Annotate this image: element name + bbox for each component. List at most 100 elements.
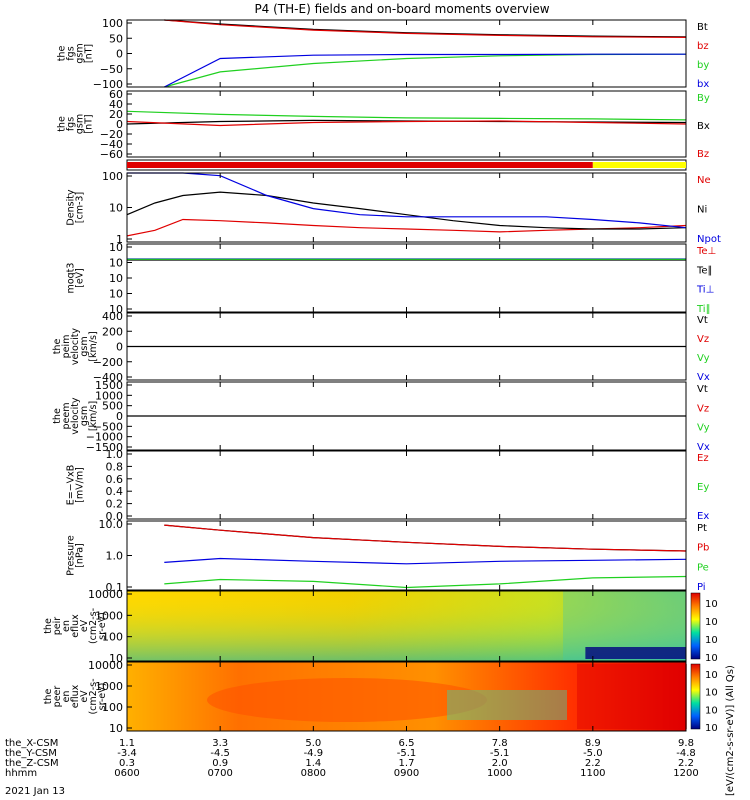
ylabel: [eV] <box>75 268 86 288</box>
ytick-label: 10 <box>109 241 123 254</box>
legend-Npot: Npot <box>697 234 721 245</box>
ylabel: [km/s] <box>88 331 99 361</box>
ylabel: gsm <box>75 43 86 63</box>
ytick-label: 10 <box>109 257 123 270</box>
legend-bx: bx <box>697 79 709 90</box>
ytick-label: 60 <box>109 88 123 101</box>
ytick-label: 10 <box>109 202 123 215</box>
ytick-label: 1 <box>116 233 123 246</box>
ytick-label: 20 <box>109 108 123 121</box>
ytick-label: 10 <box>109 652 123 665</box>
legend-Pb: Pb <box>697 543 709 554</box>
ylabel: the <box>57 116 68 132</box>
ylabel: en <box>61 620 72 632</box>
ylabel: Density <box>66 189 77 225</box>
ylabel: fgs <box>66 46 77 60</box>
ytick-label: 10 <box>109 288 123 301</box>
ylabel: peer <box>52 686 63 708</box>
ytick-label: 1.0 <box>106 448 124 461</box>
ytick-label: 1000 <box>95 609 123 622</box>
legend-Vt: Vt <box>697 384 708 395</box>
legend-Bz: Bz <box>697 149 709 160</box>
colorbar-tick: 10 <box>705 653 718 664</box>
panel-peer_en: 10 10 10 10 10000 1000 100 10 thepeerenefluxeV(c… <box>43 659 718 735</box>
ylabel: fgs <box>66 117 77 131</box>
ytick-label: 0 <box>116 118 123 131</box>
ytick-label: −200 <box>93 356 123 369</box>
orbit-value: 2.2 <box>678 758 694 769</box>
ylabel: gsm <box>75 114 86 134</box>
orbit-value: 6.5 <box>399 738 415 749</box>
ytick-label: −60 <box>100 148 123 161</box>
plot-title: P4 (TH-E) fields and on-board moments ov… <box>254 2 549 16</box>
ytick-label: 0.1 <box>106 581 124 594</box>
ytick-label: 40 <box>109 98 123 111</box>
ytick-label: 50 <box>109 32 123 45</box>
colorbar <box>690 663 701 730</box>
ylabel: (cm2-s- <box>88 608 99 644</box>
ylabel: velocity <box>70 328 81 366</box>
ytick-label: 0.2 <box>106 498 124 511</box>
legend-Vz: Vz <box>697 403 709 414</box>
legend-Vy: Vy <box>697 353 710 364</box>
ytick-label: 1000 <box>95 680 123 693</box>
ytick-label: −40 <box>100 138 123 151</box>
orbit-value: 1000 <box>487 768 512 779</box>
ylabel: peir <box>52 617 63 636</box>
orbit-value: 0.9 <box>212 758 228 769</box>
ytick-label: −20 <box>100 128 123 141</box>
ytick-label: 1500 <box>95 379 123 392</box>
ytick-label: 10 <box>109 303 123 316</box>
series-pressure-3 <box>164 557 687 565</box>
ytick-label: 0.6 <box>106 473 124 486</box>
ylabel: eflux <box>70 684 81 708</box>
ylabel: peim <box>61 335 72 359</box>
ylabel: the <box>52 408 63 424</box>
orbit-label: hhmm <box>5 768 37 779</box>
legend-Vt: Vt <box>697 315 708 326</box>
panel-temp: 10 10 10 10 10 moqt3[eV] Te⊥ Te∥ Ti⊥ Ti∥ <box>66 241 717 316</box>
orbit-value: -4.8 <box>676 748 696 759</box>
orbit-value: -4.5 <box>210 748 230 759</box>
orbit-label: the_Y-CSM <box>5 748 57 759</box>
ylabel: (cm2-s- <box>88 678 99 714</box>
ylabel: [nT] <box>84 114 95 133</box>
legend-Te⊥: Te⊥ <box>696 246 716 257</box>
colorbar-tick: 10 <box>705 688 718 699</box>
orbit-value: 1.1 <box>119 738 135 749</box>
orbit-value: -4.9 <box>304 748 324 759</box>
orbit-value: 3.3 <box>212 738 228 749</box>
orbit-value: -5.0 <box>583 748 603 759</box>
mode-segment <box>592 162 686 168</box>
ylabel: eV <box>79 619 90 632</box>
orbit-value: 0600 <box>114 768 139 779</box>
footer-unit: [eV/(cm2-s-sr-eV)] (All Qs) <box>725 665 736 796</box>
orbit-value: 7.8 <box>492 738 508 749</box>
legend-Ey: Ey <box>697 482 709 493</box>
legend-by: by <box>697 60 709 71</box>
colorbar-tick: 10 <box>705 599 718 610</box>
orbit-value: 9.8 <box>678 738 694 749</box>
legend-Pe: Pe <box>697 562 709 573</box>
colorbar-tick: 10 <box>705 635 718 646</box>
orbit-value: 0.3 <box>119 758 135 769</box>
legend-Pt: Pt <box>697 523 707 534</box>
orbit-value: 1.4 <box>305 758 321 769</box>
legend-Vz: Vz <box>697 334 709 345</box>
ytick-label: 10.0 <box>99 518 124 531</box>
orbit-label: the_X-CSM <box>5 738 58 749</box>
ytick-label: 1000 <box>95 389 123 402</box>
orbit-value: 2.2 <box>585 758 601 769</box>
plot-date: 2021 Jan 13 <box>5 786 65 797</box>
ytick-label: 100 <box>102 17 123 30</box>
ytick-label: 0.8 <box>106 460 124 473</box>
orbit-value: 1.7 <box>399 758 415 769</box>
orbit-value: 1100 <box>580 768 605 779</box>
ylabel: eflux <box>70 614 81 638</box>
ytick-label: 200 <box>102 325 123 338</box>
ylabel: gsm <box>79 406 90 426</box>
legend-Pi: Pi <box>697 582 706 593</box>
